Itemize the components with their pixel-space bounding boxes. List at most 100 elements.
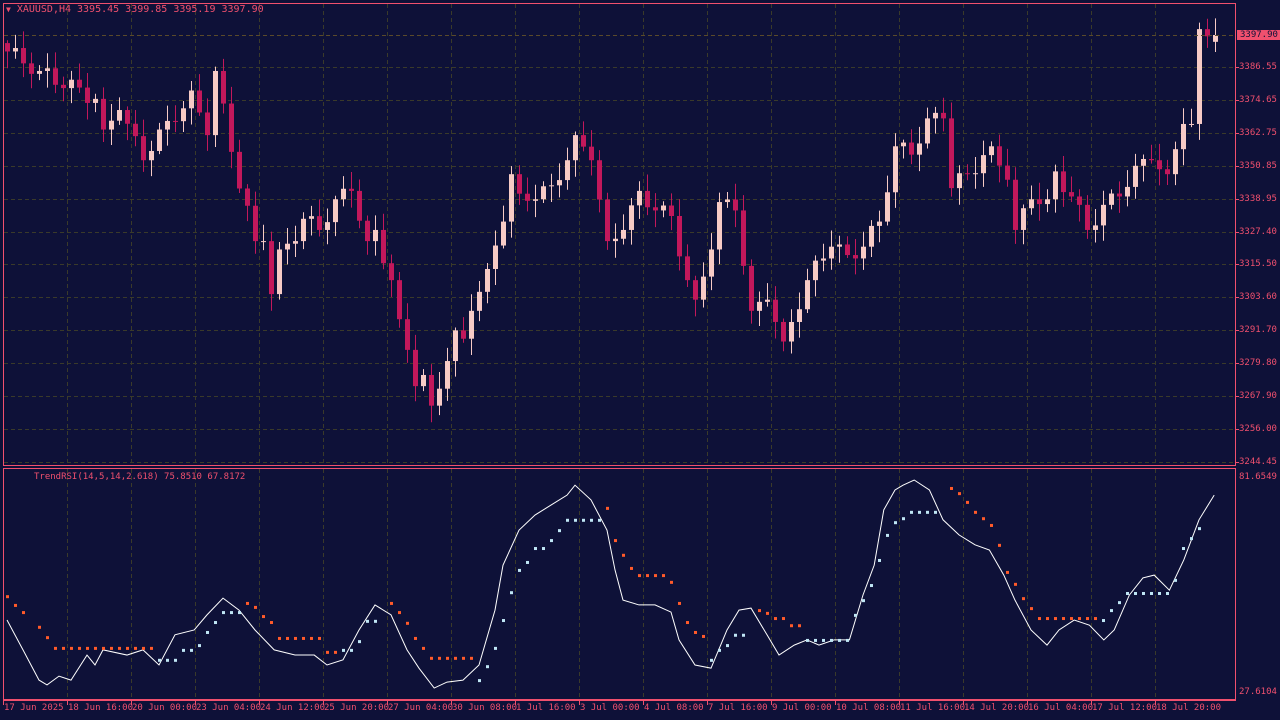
- rsi-dot-up: [590, 518, 593, 522]
- candle-bear: [365, 220, 370, 242]
- candle-bull: [805, 280, 810, 310]
- rsi-dot-down: [150, 646, 153, 650]
- candle-bull: [293, 241, 298, 244]
- rsi-dot-up: [878, 558, 881, 562]
- rsi-dot-down: [654, 574, 657, 578]
- candle-bull: [725, 199, 730, 203]
- candle-bull: [285, 243, 290, 250]
- candle-bull: [837, 244, 842, 247]
- rsi-dot-down: [38, 625, 41, 629]
- candle-bull: [325, 222, 330, 230]
- candle-bull: [213, 70, 218, 136]
- candle-bear: [741, 210, 746, 266]
- candle-bear: [1037, 199, 1042, 205]
- rsi-dot-down: [246, 601, 249, 605]
- candle-bull: [453, 330, 458, 362]
- rsi-dot-down: [678, 601, 681, 605]
- rsi-dot-down: [430, 656, 433, 660]
- candle-bull: [925, 118, 930, 144]
- rsi-dot-up: [926, 510, 929, 514]
- candle-bear: [1061, 171, 1066, 193]
- rsi-dot-down: [22, 611, 25, 615]
- rsi-dot-up: [518, 568, 521, 572]
- rsi-dot-down: [438, 656, 441, 660]
- candle-bull: [557, 180, 562, 186]
- candle-bull: [1173, 149, 1178, 175]
- price-label: 3303.60: [1239, 292, 1277, 302]
- candle-bull: [797, 309, 802, 322]
- rsi-dot-down: [134, 646, 137, 650]
- candle-bear: [1205, 29, 1210, 37]
- rsi-dot-up: [846, 638, 849, 642]
- rsi-dot-down: [758, 609, 761, 613]
- candle-bull: [565, 160, 570, 181]
- candle-bear: [1165, 169, 1170, 175]
- price-label: 3315.50: [1239, 259, 1277, 269]
- candle-bull: [1053, 171, 1058, 200]
- rsi-dot-up: [886, 533, 889, 537]
- candle-bull: [661, 205, 666, 211]
- candle-bull: [1029, 199, 1034, 209]
- rsi-dot-up: [598, 518, 601, 522]
- candle-bull: [469, 310, 474, 339]
- rsi-dot-up: [710, 658, 713, 662]
- rsi-dot-down: [126, 646, 129, 650]
- candle-bear: [173, 120, 178, 122]
- candle-bull: [869, 225, 874, 247]
- candle-bear: [949, 118, 954, 189]
- rsi-dot-up: [214, 621, 217, 625]
- rsi-dot-down: [1030, 607, 1033, 611]
- candle-bull: [701, 276, 706, 300]
- candle-bull: [893, 146, 898, 193]
- time-label: 3 Jul 00:00: [580, 703, 640, 713]
- rsi-dot-up: [1174, 578, 1177, 582]
- time-label: 17 Jun 2025: [4, 703, 64, 713]
- rsi-dot-down: [694, 630, 697, 634]
- open-value: 3395.45: [77, 4, 120, 15]
- rsi-dot-down: [1054, 617, 1057, 621]
- candle-bear: [269, 241, 274, 295]
- candle-bear: [941, 112, 946, 119]
- candle-bear: [749, 265, 754, 311]
- collapse-triangle-icon[interactable]: ▼: [6, 5, 11, 14]
- rsi-dot-down: [766, 611, 769, 615]
- rsi-dot-up: [1142, 591, 1145, 595]
- candle-bull: [301, 218, 306, 242]
- candle-bear: [645, 190, 650, 208]
- price-label: 3244.45: [1239, 457, 1277, 467]
- candle-bull: [1101, 204, 1106, 226]
- rsi-dot-down: [118, 646, 121, 650]
- rsi-dot-up: [806, 638, 809, 642]
- rsi-dot-down: [662, 574, 665, 578]
- candle-bull: [149, 150, 154, 161]
- candle-bear: [21, 48, 26, 64]
- rsi-dot-up: [1110, 609, 1113, 613]
- rsi-dot-up: [174, 658, 177, 662]
- time-label: 20 Jun 00:00: [132, 703, 198, 713]
- rsi-dot-down: [1078, 617, 1081, 621]
- time-label: 17 Jul 12:00: [1092, 703, 1158, 713]
- rsi-dot-up: [502, 619, 505, 623]
- rsi-dot-up: [814, 638, 817, 642]
- rsi-dot-down: [958, 492, 961, 496]
- candle-bull: [485, 268, 490, 292]
- candle-bull: [1181, 123, 1186, 150]
- price-label: 3279.80: [1239, 358, 1277, 368]
- rsi-dot-down: [278, 636, 281, 640]
- candle-bear: [733, 199, 738, 211]
- rsi-dot-down: [998, 543, 1001, 547]
- time-label: 1 Jul 16:00: [516, 703, 576, 713]
- candle-bear: [997, 146, 1002, 166]
- rsi-dot-down: [94, 646, 97, 650]
- candle-bear: [581, 135, 586, 147]
- rsi-dot-up: [870, 584, 873, 588]
- indicator-name: TrendRSI(14,5,14,2.618): [34, 472, 159, 482]
- rsi-dot-down: [974, 510, 977, 514]
- time-label: 9 Jul 00:00: [772, 703, 832, 713]
- rsi-line: [6, 479, 1215, 689]
- candle-bear: [1013, 179, 1018, 230]
- candle-bull: [437, 388, 442, 406]
- rsi-dot-down: [1046, 617, 1049, 621]
- rsi-dot-down: [310, 636, 313, 640]
